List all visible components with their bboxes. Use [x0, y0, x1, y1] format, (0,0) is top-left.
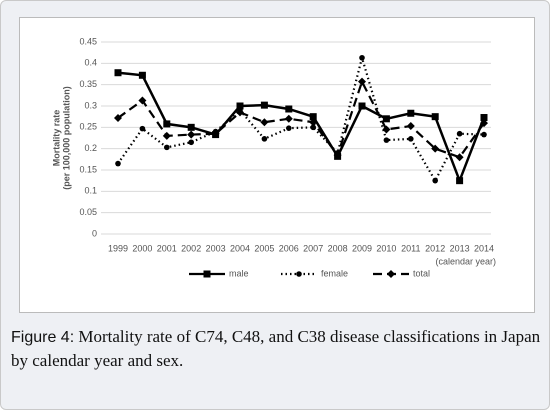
point	[139, 125, 146, 132]
point	[407, 109, 415, 117]
x-tick-label: 2004	[230, 243, 250, 253]
point	[296, 271, 302, 277]
point	[431, 113, 439, 121]
x-tick-label: 2008	[328, 243, 348, 253]
legend-label: total	[413, 268, 430, 278]
point	[408, 136, 414, 142]
point	[260, 118, 269, 127]
y-tick-label: 0	[92, 228, 97, 238]
series-line	[117, 78, 485, 159]
point	[431, 144, 440, 153]
point	[114, 69, 122, 77]
legend-label: male	[229, 268, 249, 278]
y-tick-label: 0.1	[84, 186, 97, 196]
point	[480, 114, 488, 122]
caption: Figure 4: Mortality rate of C74, C48, an…	[11, 325, 541, 372]
point	[188, 139, 194, 146]
point	[456, 177, 464, 185]
chart: 0 0.05 0.1 0.15 0.2 0.25 0.3 0.35 0.4 0.45 1999 200…	[19, 17, 535, 313]
point	[309, 113, 317, 121]
point	[138, 71, 146, 79]
point	[115, 160, 121, 167]
caption-text: Mortality rate of C74, C48, and C38 dise…	[11, 327, 541, 370]
point	[310, 124, 317, 131]
series-line	[117, 71, 486, 185]
x-tick-label: 2006	[279, 243, 299, 253]
point	[432, 177, 439, 184]
point	[456, 130, 463, 137]
x-tick-label: 2009	[352, 243, 372, 253]
x-axis-label: (calendar year)	[435, 256, 496, 266]
y-tick-label: 0.15	[79, 164, 97, 174]
point	[163, 120, 171, 128]
point	[382, 115, 390, 123]
y-tick-label: 0.4	[84, 58, 97, 68]
point	[211, 129, 220, 138]
point	[261, 136, 268, 142]
point	[358, 102, 366, 110]
point	[236, 108, 244, 117]
point	[285, 105, 293, 113]
caption-label: Figure 4:	[11, 329, 75, 346]
x-tick-label: 2007	[303, 243, 323, 253]
point	[481, 131, 487, 138]
x-tick-label: 2000	[132, 243, 152, 253]
x-tick-label: 2010	[376, 243, 396, 253]
x-tick-label: 1999	[108, 243, 128, 253]
x-tick-label: 2001	[157, 243, 177, 253]
chart-border	[19, 17, 535, 313]
y-axis-label: Mortality rate	[51, 110, 61, 167]
y-tick-label: 0.05	[79, 207, 97, 217]
point	[164, 144, 170, 151]
legend-label: female	[321, 268, 348, 278]
y-tick-label: 0.3	[84, 100, 97, 110]
point	[286, 125, 292, 131]
point	[138, 96, 147, 105]
x-tick-label: 2014	[474, 243, 494, 253]
y-axis-label: (per 100,000 population)	[61, 86, 71, 190]
point	[358, 77, 366, 86]
point	[114, 113, 122, 122]
point	[359, 54, 365, 61]
point	[387, 270, 395, 278]
x-tick-label: 2012	[425, 243, 445, 253]
y-tick-label: 0.35	[79, 79, 97, 89]
x-tick-label: 2011	[401, 243, 420, 253]
point	[260, 101, 268, 109]
series-line	[117, 53, 485, 183]
x-tick-label: 2013	[450, 243, 470, 253]
y-tick-label: 0.2	[84, 143, 97, 153]
point	[162, 131, 171, 140]
point	[236, 102, 244, 110]
point	[309, 118, 318, 127]
point	[187, 123, 195, 131]
point	[406, 122, 415, 131]
point	[480, 119, 488, 128]
y-tick-label: 0.45	[79, 36, 97, 46]
point	[382, 125, 391, 134]
point	[333, 151, 342, 160]
x-tick-label: 2005	[254, 243, 274, 253]
x-tick-label: 2002	[181, 243, 201, 253]
point	[383, 137, 390, 143]
y-tick-label: 0.25	[79, 122, 97, 132]
point	[284, 114, 293, 123]
point	[203, 270, 211, 278]
point	[455, 153, 464, 162]
x-tick-label: 2003	[206, 243, 226, 253]
point	[187, 130, 196, 139]
